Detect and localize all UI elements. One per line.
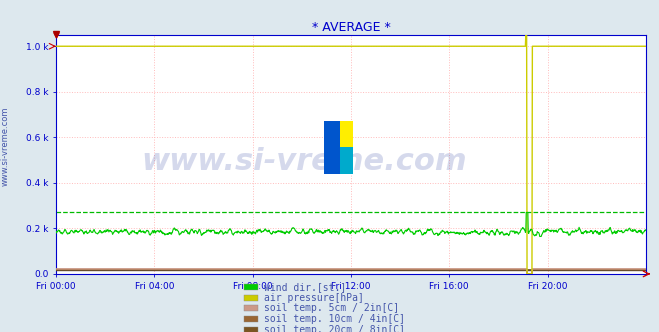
Text: soil temp. 5cm / 2in[C]: soil temp. 5cm / 2in[C] [264, 303, 399, 313]
Text: wind dir.[st.]: wind dir.[st.] [264, 282, 346, 292]
Text: www.si-vreme.com: www.si-vreme.com [141, 147, 467, 176]
Text: air pressure[hPa]: air pressure[hPa] [264, 293, 364, 303]
Title: * AVERAGE *: * AVERAGE * [312, 21, 390, 34]
Text: www.si-vreme.com: www.si-vreme.com [1, 106, 10, 186]
Text: soil temp. 20cm / 8in[C]: soil temp. 20cm / 8in[C] [264, 325, 405, 332]
Text: soil temp. 10cm / 4in[C]: soil temp. 10cm / 4in[C] [264, 314, 405, 324]
